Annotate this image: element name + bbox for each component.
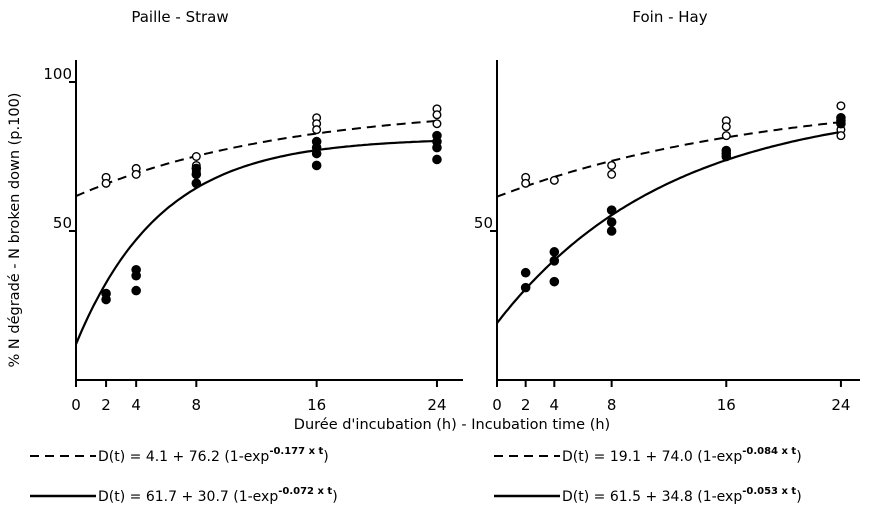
filled-data-point-hay xyxy=(549,276,560,287)
open-data-point-hay xyxy=(607,169,617,179)
open-data-point-hay xyxy=(721,131,731,141)
filled-data-point-hay xyxy=(836,118,846,129)
filled-data-point-straw xyxy=(311,160,322,171)
open-data-point-hay xyxy=(836,131,846,141)
filled-data-point-hay xyxy=(606,226,617,236)
panel-title-straw: Paille - Straw xyxy=(131,8,228,26)
open-data-point-straw xyxy=(432,110,442,120)
x-tick-label: 16 xyxy=(307,396,326,414)
filled-data-point-straw xyxy=(191,178,202,189)
open-data-point-hay xyxy=(607,160,617,170)
x-tick-label: 2 xyxy=(101,396,111,414)
open-data-point-straw xyxy=(432,119,442,129)
equation-solid-hay: D(t) = 61.5 + 34.8 (1-exp-0.053 x t) xyxy=(562,486,802,505)
x-tick-label: 24 xyxy=(831,396,850,414)
filled-data-point-hay xyxy=(549,247,560,257)
filled-data-point-straw xyxy=(432,142,442,153)
x-tick-label: 4 xyxy=(550,396,560,414)
filled-data-point-straw xyxy=(432,154,442,165)
dashed-fit-curve-straw xyxy=(75,119,438,198)
open-data-point-straw xyxy=(101,178,111,188)
solid-fit-curve-hay xyxy=(496,130,842,324)
open-data-point-hay xyxy=(836,101,846,111)
data-points-straw xyxy=(101,104,442,305)
x-tick-label: 0 xyxy=(71,396,81,414)
equation-dashed-hay: D(t) = 19.1 + 74.0 (1-exp-0.084 x t) xyxy=(562,446,802,465)
equation-solid-straw: D(t) = 61.7 + 30.7 (1-exp-0.072 x t) xyxy=(98,486,338,505)
filled-data-point-hay xyxy=(520,282,531,293)
filled-data-point-straw xyxy=(131,285,141,296)
filled-data-point-hay xyxy=(721,151,732,162)
open-data-point-hay xyxy=(721,122,731,132)
x-tick-label: 8 xyxy=(192,396,202,414)
filled-data-point-straw xyxy=(131,270,141,281)
x-tick-label: 4 xyxy=(131,396,141,414)
open-data-point-hay xyxy=(549,175,559,185)
x-tick-label: 2 xyxy=(521,396,531,414)
filled-data-point-hay xyxy=(606,205,617,215)
filled-data-point-straw xyxy=(191,169,202,180)
data-points-hay xyxy=(520,101,846,293)
equation-legend: D(t) = 4.1 + 76.2 (1-exp-0.177 x t) D(t)… xyxy=(30,446,802,505)
y-tick-label: 100 xyxy=(43,65,72,83)
x-tick-label: 24 xyxy=(427,396,446,414)
open-data-point-straw xyxy=(191,151,201,161)
y-tick-label: 50 xyxy=(474,214,493,232)
filled-data-point-straw xyxy=(311,148,322,159)
equation-dashed-straw: D(t) = 4.1 + 76.2 (1-exp-0.177 x t) xyxy=(98,446,329,465)
open-data-point-straw xyxy=(131,169,141,179)
x-tick-label: 16 xyxy=(717,396,736,414)
open-data-point-hay xyxy=(521,178,531,188)
dashed-fit-curve-hay xyxy=(496,121,842,198)
solid-fit-curve-straw xyxy=(74,139,438,345)
filled-data-point-hay xyxy=(606,217,617,227)
open-data-point-straw xyxy=(312,125,322,135)
x-tick-label: 8 xyxy=(607,396,617,414)
filled-data-point-straw xyxy=(101,294,111,305)
y-axis-title: % N dégradé - N broken down (p.100) xyxy=(7,93,23,368)
filled-data-point-hay xyxy=(549,256,560,266)
panel-title-hay: Foin - Hay xyxy=(632,8,707,26)
x-tick-label: 0 xyxy=(492,396,502,414)
y-tick-label: 50 xyxy=(53,214,72,232)
filled-data-point-hay xyxy=(520,267,531,278)
x-axis-title: Durée d'incubation (h) - Incubation time… xyxy=(294,417,610,433)
